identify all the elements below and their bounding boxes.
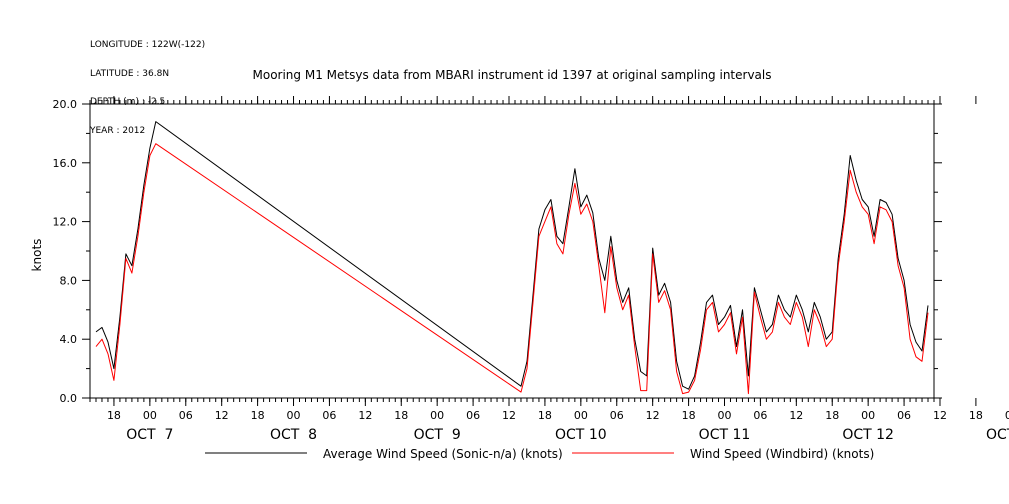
x-hour-label: 06 <box>466 409 480 422</box>
y-tick-label: 12.0 <box>53 216 78 229</box>
x-hour-label: 18 <box>107 409 121 422</box>
x-hour-label: 18 <box>682 409 696 422</box>
x-hour-label: 18 <box>251 409 265 422</box>
x-day-label: OCT 13 <box>986 427 1009 443</box>
x-hour-label: 00 <box>1005 409 1009 422</box>
x-hour-label: 12 <box>502 409 516 422</box>
x-day-label: OCT 8 <box>270 427 317 443</box>
series-line-average-wind-speed <box>95 121 929 390</box>
x-hour-label: 00 <box>861 409 875 422</box>
x-day-label: OCT 11 <box>699 427 751 443</box>
x-hour-label: 12 <box>358 409 372 422</box>
x-hour-label: 00 <box>574 409 588 422</box>
x-hour-label: 00 <box>143 409 157 422</box>
x-hour-label: 06 <box>753 409 767 422</box>
y-axis-label: knots <box>30 239 44 272</box>
x-hour-label: 18 <box>969 409 983 422</box>
x-hour-label: 18 <box>825 409 839 422</box>
longitude-label: LONGITUDE : 122W(-122) <box>90 40 206 50</box>
y-tick-label: 8.0 <box>60 274 78 287</box>
x-day-label: OCT 9 <box>414 427 461 443</box>
x-day-label: OCT 7 <box>126 427 173 443</box>
x-hour-label: 06 <box>322 409 336 422</box>
x-day-label: OCT 10 <box>555 427 607 443</box>
x-hour-label: 06 <box>179 409 193 422</box>
y-tick-label: 4.0 <box>60 333 78 346</box>
x-hour-label: 12 <box>933 409 947 422</box>
plot-border <box>89 103 935 399</box>
x-day-label: OCT 12 <box>842 427 894 443</box>
latitude-label: LATITUDE : 36.8N <box>90 68 170 79</box>
series-line-windbird-wind-speed <box>95 143 929 395</box>
legend: Average Wind Speed (Sonic-n/a) (knots) W… <box>205 447 874 461</box>
depth-label: DEPTH (m) : -2.5 <box>90 97 166 107</box>
y-tick-label: 16.0 <box>53 157 78 170</box>
x-hour-label: 18 <box>538 409 552 422</box>
x-hour-label: 12 <box>646 409 660 422</box>
y-tick-label: 20.0 <box>53 98 78 111</box>
metadata-block: LONGITUDE : 122W(-122) LATITUDE : 36.8N … <box>90 22 205 146</box>
x-hour-label: 00 <box>430 409 444 422</box>
x-hour-label: 12 <box>789 409 803 422</box>
x-hour-label: 00 <box>287 409 301 422</box>
x-hour-label: 06 <box>610 409 624 422</box>
x-hour-label: 00 <box>717 409 731 422</box>
legend-label-average: Average Wind Speed (Sonic-n/a) (knots) <box>323 447 563 461</box>
y-tick-label: 0.0 <box>60 392 78 405</box>
series-layer <box>95 121 929 395</box>
axis-ticks: 0.0 4.0 8.0 12.0 16.0 20.0 18 00 06 12 18 00 06 12 18 0… <box>53 96 1009 443</box>
x-hour-label: 18 <box>394 409 408 422</box>
x-hour-label: 06 <box>897 409 911 422</box>
chart-title: Mooring M1 Metsys data from MBARI instru… <box>253 68 772 82</box>
legend-label-windbird: Wind Speed (Windbird) (knots) <box>690 447 874 461</box>
year-label: YEAR : 2012 <box>90 125 146 136</box>
plot-frame <box>89 103 935 399</box>
x-hour-label: 12 <box>215 409 229 422</box>
